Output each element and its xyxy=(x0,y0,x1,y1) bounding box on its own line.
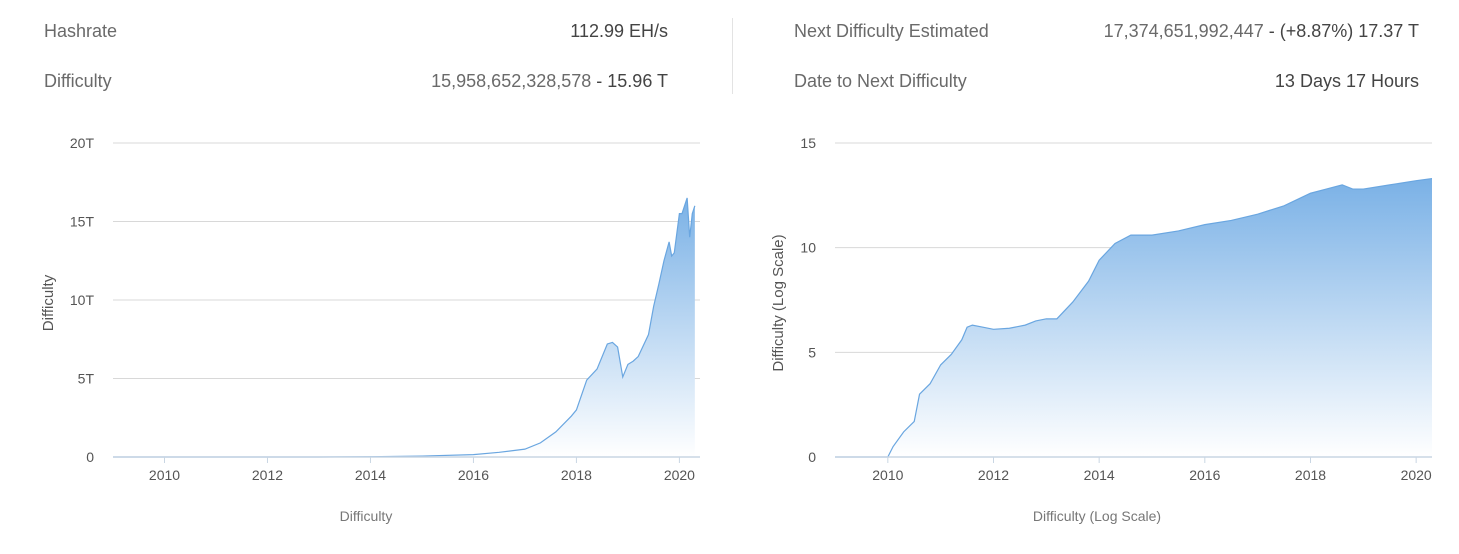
difficulty-separator: - xyxy=(591,71,608,91)
x-tick-label: 2018 xyxy=(561,467,592,483)
date-to-next-label: Date to Next Difficulty xyxy=(794,71,967,91)
y-tick-label: 5 xyxy=(808,344,816,360)
difficulty-value-short: 15.96 T xyxy=(607,71,668,91)
x-tick-label: 2012 xyxy=(252,467,283,483)
x-tick-label: 2018 xyxy=(1295,467,1326,483)
x-axis-title: Difficulty xyxy=(340,508,393,524)
difficulty-value: 15,958,652,328,578 - 15.96 T xyxy=(431,71,668,92)
difficulty-log-chart: 0 5 10 15 2010 2012 2014 2016 2018 2020 Difficulty… xyxy=(770,135,1433,524)
x-axis-title: Difficulty (Log Scale) xyxy=(1033,508,1161,524)
date-to-next-row: Date to Next Difficulty 13 Days 17 Hours xyxy=(733,71,1459,97)
next-difficulty-separator: - xyxy=(1263,21,1280,41)
hashrate-row: Hashrate 112.99 EH/s xyxy=(0,21,733,47)
series-area xyxy=(113,197,695,457)
y-tick-label: 15T xyxy=(70,214,95,230)
next-difficulty-label: Next Difficulty Estimated xyxy=(794,21,989,41)
y-tick-label: 10 xyxy=(800,240,816,256)
y-tick-label: 0 xyxy=(86,449,94,465)
date-to-next-value: 13 Days 17 Hours xyxy=(1274,71,1419,91)
x-tick-label: 2014 xyxy=(1084,467,1115,483)
next-difficulty-row: Next Difficulty Estimated 17,374,651,992… xyxy=(733,21,1459,47)
x-tick-label: 2010 xyxy=(149,467,180,483)
y-tick-label: 5T xyxy=(78,371,95,387)
x-tick-label: 2020 xyxy=(1401,467,1432,483)
x-tick-label: 2012 xyxy=(978,467,1009,483)
difficulty-value-full: 15,958,652,328,578 xyxy=(431,71,592,91)
y-tick-label: 20T xyxy=(70,135,95,151)
y-tick-label: 15 xyxy=(800,135,816,151)
y-axis-title: Difficulty (Log Scale) xyxy=(770,234,787,371)
difficulty-row: Difficulty 15,958,652,328,578 - 15.96 T xyxy=(0,71,733,97)
hashrate-value: 112.99 EH/s xyxy=(570,21,668,41)
next-difficulty-value: 17,374,651,992,447 - (+8.87%) 17.37 T xyxy=(1104,21,1419,42)
stats-panel-right: Next Difficulty Estimated 17,374,651,992… xyxy=(733,0,1459,110)
x-tick-label: 2020 xyxy=(664,467,695,483)
x-tick-label: 2014 xyxy=(355,467,386,483)
series-area xyxy=(835,178,1432,457)
series-line xyxy=(835,177,1433,458)
difficulty-chart: 0 5T 10T 15T 20T 2010 2012 2014 2016 2018 2020 Diff… xyxy=(40,135,700,524)
x-tick-label: 2010 xyxy=(872,467,903,483)
y-axis-title: Difficulty xyxy=(40,274,57,331)
y-tick-label: 0 xyxy=(808,449,816,465)
next-difficulty-value-full: 17,374,651,992,447 xyxy=(1103,21,1264,41)
x-tick-label: 2016 xyxy=(458,467,489,483)
y-tick-label: 10T xyxy=(70,292,95,308)
next-difficulty-change: (+8.87%) 17.37 T xyxy=(1279,21,1419,41)
hashrate-label: Hashrate xyxy=(44,21,118,41)
stats-divider xyxy=(732,18,733,94)
x-tick-label: 2016 xyxy=(1189,467,1220,483)
series-line xyxy=(113,197,696,458)
stats-panel-left: Hashrate 112.99 EH/s Difficulty 15,958,6… xyxy=(0,0,733,110)
difficulty-label: Difficulty xyxy=(44,71,112,91)
